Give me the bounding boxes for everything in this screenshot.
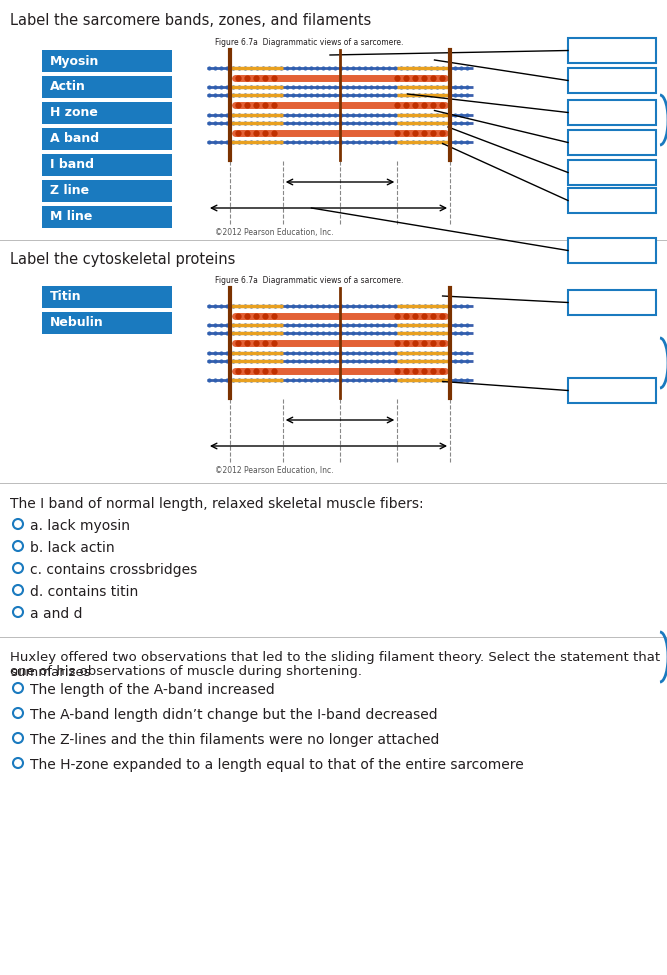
Bar — [42, 128, 172, 150]
Text: Titin: Titin — [50, 291, 81, 303]
Text: d. contains titin: d. contains titin — [30, 585, 138, 599]
Circle shape — [13, 758, 23, 768]
Text: c. contains crossbridges: c. contains crossbridges — [30, 563, 197, 577]
Text: The length of the A-band increased: The length of the A-band increased — [30, 683, 275, 697]
Text: Figure 6.7a  Diagrammatic views of a sarcomere.: Figure 6.7a Diagrammatic views of a sarc… — [215, 276, 404, 285]
Text: Label the sarcomere bands, zones, and filaments: Label the sarcomere bands, zones, and fi… — [10, 13, 372, 28]
Text: Label the cytoskeletal proteins: Label the cytoskeletal proteins — [10, 252, 235, 267]
Bar — [568, 130, 656, 155]
Text: A band: A band — [50, 133, 99, 145]
Circle shape — [13, 733, 23, 743]
Bar — [568, 290, 656, 315]
Bar — [42, 286, 172, 308]
Circle shape — [13, 607, 23, 617]
Bar — [42, 50, 172, 72]
Text: H zone: H zone — [50, 106, 98, 120]
Bar — [568, 38, 656, 63]
Bar — [42, 76, 172, 98]
Text: Actin: Actin — [50, 81, 86, 94]
Circle shape — [13, 541, 23, 551]
Text: Huxley offered two observations that led to the sliding filament theory. Select : Huxley offered two observations that led… — [10, 651, 660, 679]
Text: I band: I band — [50, 159, 94, 172]
Text: The Z-lines and the thin filaments were no longer attached: The Z-lines and the thin filaments were … — [30, 733, 440, 747]
Bar — [568, 100, 656, 125]
Bar — [42, 312, 172, 334]
Text: b. lack actin: b. lack actin — [30, 541, 115, 555]
Circle shape — [13, 519, 23, 529]
Text: ©2012 Pearson Education, Inc.: ©2012 Pearson Education, Inc. — [215, 466, 334, 475]
Text: M line: M line — [50, 211, 92, 223]
Circle shape — [13, 585, 23, 595]
Text: The I band of normal length, relaxed skeletal muscle fibers:: The I band of normal length, relaxed ske… — [10, 497, 424, 511]
Text: The H-zone expanded to a length equal to that of the entire sarcomere: The H-zone expanded to a length equal to… — [30, 758, 524, 772]
Text: Nebulin: Nebulin — [50, 317, 104, 330]
Text: one of his observations of muscle during shortening.: one of his observations of muscle during… — [10, 665, 362, 678]
Bar — [568, 378, 656, 403]
Text: ©2012 Pearson Education, Inc.: ©2012 Pearson Education, Inc. — [215, 228, 334, 237]
Circle shape — [13, 683, 23, 693]
Bar — [568, 238, 656, 263]
Text: Z line: Z line — [50, 184, 89, 198]
Bar — [568, 68, 656, 93]
Bar — [42, 206, 172, 228]
Circle shape — [13, 708, 23, 718]
Bar — [42, 102, 172, 124]
Text: a. lack myosin: a. lack myosin — [30, 519, 130, 533]
Bar — [568, 188, 656, 213]
Text: a and d: a and d — [30, 607, 83, 621]
Bar — [42, 154, 172, 176]
Circle shape — [13, 563, 23, 573]
Text: Myosin: Myosin — [50, 55, 99, 67]
Text: The A-band length didn’t change but the I-band decreased: The A-band length didn’t change but the … — [30, 708, 438, 722]
Bar — [568, 160, 656, 185]
Text: Figure 6.7a  Diagrammatic views of a sarcomere.: Figure 6.7a Diagrammatic views of a sarc… — [215, 38, 404, 47]
Bar — [42, 180, 172, 202]
